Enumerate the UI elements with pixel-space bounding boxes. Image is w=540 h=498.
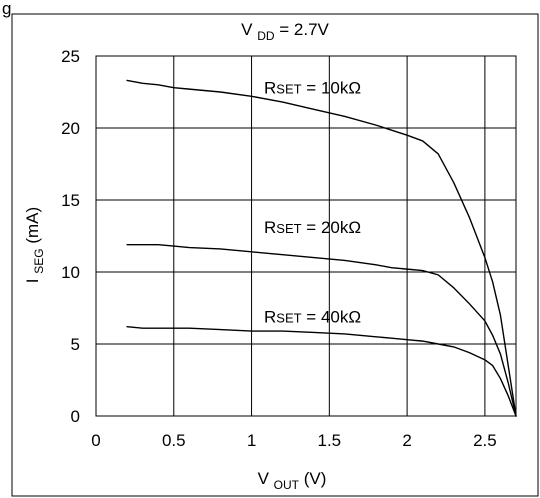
series-label-suffix-2: = 40kΩ	[302, 307, 362, 326]
x-axis-title-sub: OUT	[274, 478, 300, 492]
chart-title-main: V	[241, 20, 253, 39]
series-label-2: RSET = 40kΩ	[264, 307, 361, 326]
series-label-main-1: R	[264, 218, 276, 237]
x-axis-title-main: V	[258, 469, 270, 488]
plot-frame	[95, 55, 517, 417]
y-tick-label-4: 20	[61, 119, 80, 138]
x-tick-label-4: 2	[402, 431, 411, 450]
header-partial-text: g	[2, 0, 11, 18]
series-label-sub-0: SET	[276, 81, 301, 96]
x-tick-label-5: 2.5	[473, 431, 497, 450]
y-axis-title-suffix: (mA)	[23, 207, 42, 244]
y-tick-label-0: 0	[71, 407, 80, 426]
y-axis-title-sub: SEG	[32, 248, 46, 273]
y-axis-title: I SEG (mA)	[23, 207, 47, 283]
x-tick-label-3: 1.5	[318, 431, 342, 450]
y-tick-label-1: 5	[71, 335, 80, 354]
x-tick-label-1: 0.5	[162, 431, 186, 450]
series-label-sub-2: SET	[276, 310, 301, 325]
y-tick-label-3: 15	[61, 191, 80, 210]
outer-frame	[11, 13, 539, 497]
x-tick-label-2: 1	[247, 431, 256, 450]
series-line-1	[126, 243, 517, 417]
series-label-main-0: R	[264, 78, 276, 97]
x-axis-title: V OUT (V)	[258, 469, 327, 493]
y-tick-label-2: 10	[61, 263, 80, 282]
series-label-1: RSET = 20kΩ	[264, 218, 361, 237]
y-tick-label-5: 25	[61, 47, 80, 66]
series-line-0	[126, 79, 517, 417]
chart-title: V DD = 2.7V	[241, 20, 329, 44]
series-line-2	[126, 326, 517, 417]
chart-title-sub: DD	[257, 29, 275, 43]
series-label-suffix-1: = 20kΩ	[302, 218, 362, 237]
series-label-0: RSET = 10kΩ	[264, 78, 361, 97]
chart-title-suffix: = 2.7V	[279, 20, 329, 39]
series-label-sub-1: SET	[276, 221, 301, 236]
y-axis-title-main: I	[23, 278, 42, 283]
x-tick-label-0: 0	[91, 431, 100, 450]
series-label-main-2: R	[264, 307, 276, 326]
x-axis-title-suffix: (V)	[304, 469, 327, 488]
series-label-suffix-0: = 10kΩ	[302, 78, 362, 97]
